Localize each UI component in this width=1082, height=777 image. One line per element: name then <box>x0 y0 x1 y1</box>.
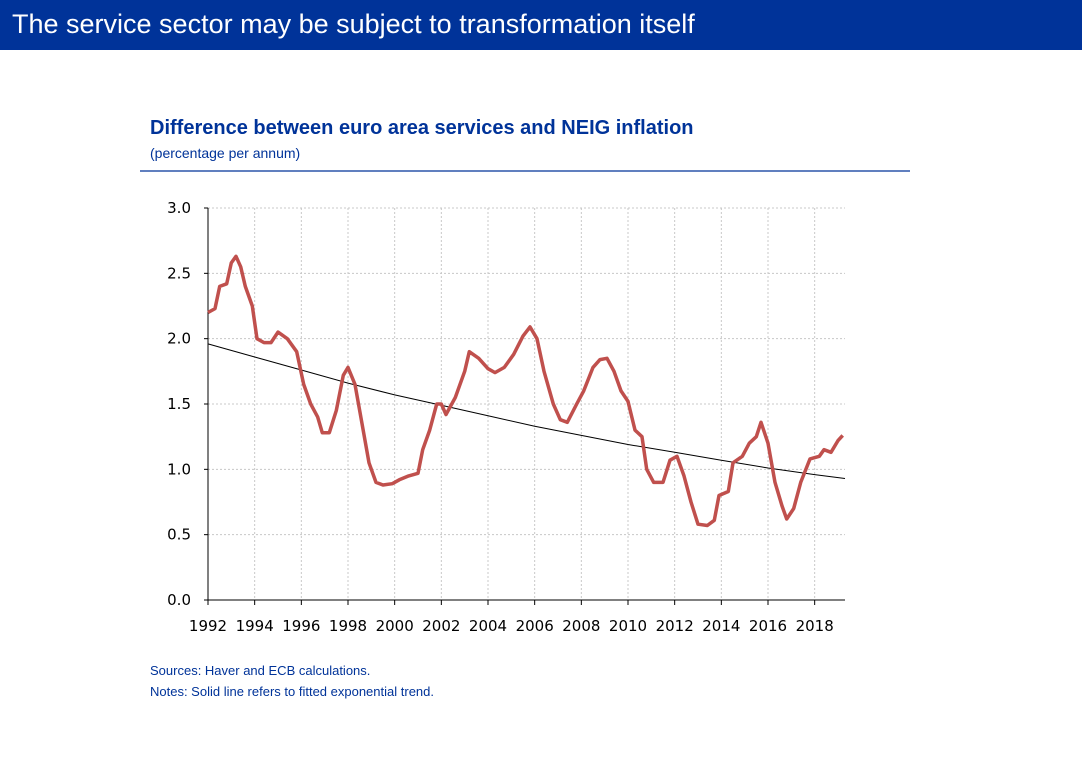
y-tick-label: 3.0 <box>167 199 191 217</box>
x-tick-label: 2004 <box>469 617 507 635</box>
series-line <box>207 343 846 479</box>
chart: Difference between euro area services an… <box>140 117 910 699</box>
x-tick-label: 2000 <box>376 617 414 635</box>
x-tick-label: 2002 <box>422 617 460 635</box>
header-title: The service sector may be subject to tra… <box>12 9 695 39</box>
x-tick-label: 2014 <box>702 617 740 635</box>
x-tick-label: 2010 <box>609 617 647 635</box>
y-tick-label: 1.5 <box>167 395 191 413</box>
sources: Sources: Haver and ECB calculations. <box>150 663 370 678</box>
notes: Notes: Solid line refers to fitted expon… <box>150 684 434 699</box>
series-line <box>207 254 844 528</box>
x-tick-label: 2012 <box>656 617 694 635</box>
header: The service sector may be subject to tra… <box>0 0 1082 50</box>
chart-title: Difference between euro area services an… <box>150 117 694 139</box>
x-tick-label: 2006 <box>516 617 554 635</box>
y-tick-label: 0.5 <box>167 526 191 544</box>
x-tick-label: 1998 <box>329 617 367 635</box>
x-tick-label: 2016 <box>749 617 787 635</box>
x-tick-label: 2008 <box>562 617 600 635</box>
chart-subtitle: (percentage per annum) <box>150 145 300 161</box>
y-tick-label: 2.0 <box>167 330 191 348</box>
x-tick-label: 1992 <box>189 617 227 635</box>
y-tick-label: 2.5 <box>167 264 191 282</box>
y-tick-label: 1.0 <box>167 460 191 478</box>
x-tick-label: 1996 <box>282 617 320 635</box>
x-tick-label: 2018 <box>796 617 834 635</box>
y-tick-label: 0.0 <box>167 591 191 609</box>
x-tick-label: 1994 <box>236 617 274 635</box>
